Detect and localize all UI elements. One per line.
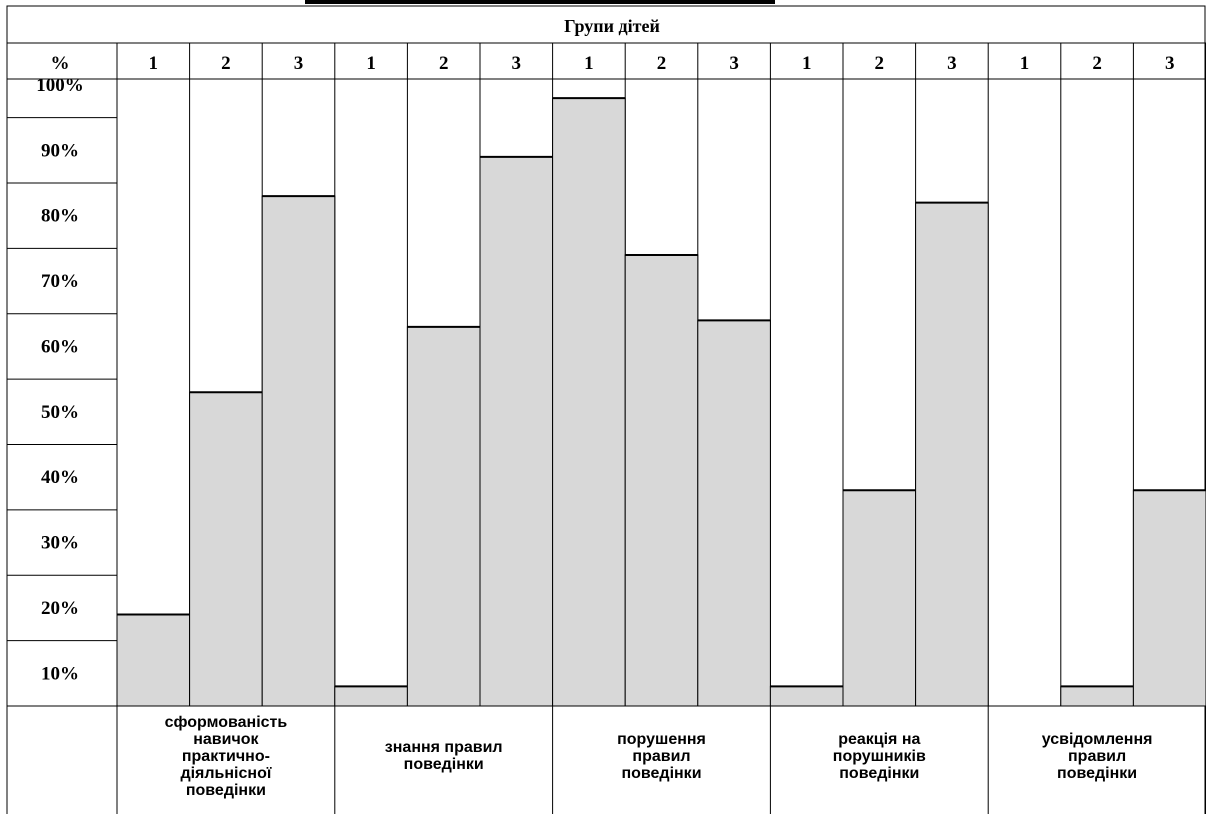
bar [769,685,844,707]
category-label: поведінки [186,782,266,799]
bar [406,326,481,707]
chart-title: Групи дітей [564,16,660,36]
y-tick-label: 70% [41,271,79,292]
category-label: усвідомлення [1042,731,1153,748]
category-label: поведінки [839,765,919,782]
y-tick-label: 60% [41,336,79,357]
category-label: знання правил [385,739,503,756]
category-label: порушення [617,731,706,748]
group-number-label: 1 [149,53,159,74]
category-label: поведінки [621,765,701,782]
table-frame [6,5,1206,814]
group-number-label: 2 [657,53,667,74]
bars-layer [116,97,1206,707]
bar [479,156,554,707]
bar [334,685,408,707]
y-tick-label: 80% [41,206,79,227]
group-number-label: 1 [366,53,376,74]
y-tick-label: 40% [41,467,79,488]
bar [842,489,917,707]
category-label: порушників [833,748,926,765]
group-number-label: 1 [1020,53,1030,74]
y-tick-label: 100% [36,75,84,96]
group-number-label: 3 [512,53,522,74]
category-label: навичок [193,731,259,748]
cut-off-heading-strip [305,0,775,4]
y-tick-label: 90% [41,140,79,161]
category-label: сформованість [165,714,288,731]
bar [189,391,263,707]
group-number-label: 2 [1092,53,1102,74]
bar [552,97,626,707]
group-number-label: 2 [875,53,885,74]
group-number-label: 3 [294,53,304,74]
y-tick-label: 30% [41,533,79,554]
bar [624,254,699,707]
category-label: правил [1068,748,1126,765]
category-label: поведінки [404,756,484,773]
group-number-label: 3 [729,53,739,74]
bar [915,202,989,707]
bar [1060,685,1134,707]
category-label: діяльнісної [180,765,271,782]
y-axis-label: % [51,53,70,74]
group-number-label: 3 [947,53,957,74]
category-label: реакція на [838,731,920,748]
labels-layer: 100% 90% 80% 70% 60% 50% 40% 30% 20% 10% 1 2 3 1 2 3 1 2 3… [36,53,1174,799]
group-number-label: 1 [584,53,594,74]
group-number-label: 2 [439,53,449,74]
group-number-label: 2 [221,53,231,74]
bar [116,613,191,707]
category-label: практично- [182,748,270,765]
bar [697,319,771,707]
bar [1132,489,1206,707]
group-number-label: 3 [1165,53,1175,74]
y-tick-label: 10% [41,663,79,684]
y-tick-label: 20% [41,598,79,619]
category-label: поведінки [1057,765,1137,782]
category-label: правил [632,748,690,765]
bar [261,195,336,707]
group-number-label: 1 [802,53,812,74]
y-tick-label: 50% [41,402,79,423]
